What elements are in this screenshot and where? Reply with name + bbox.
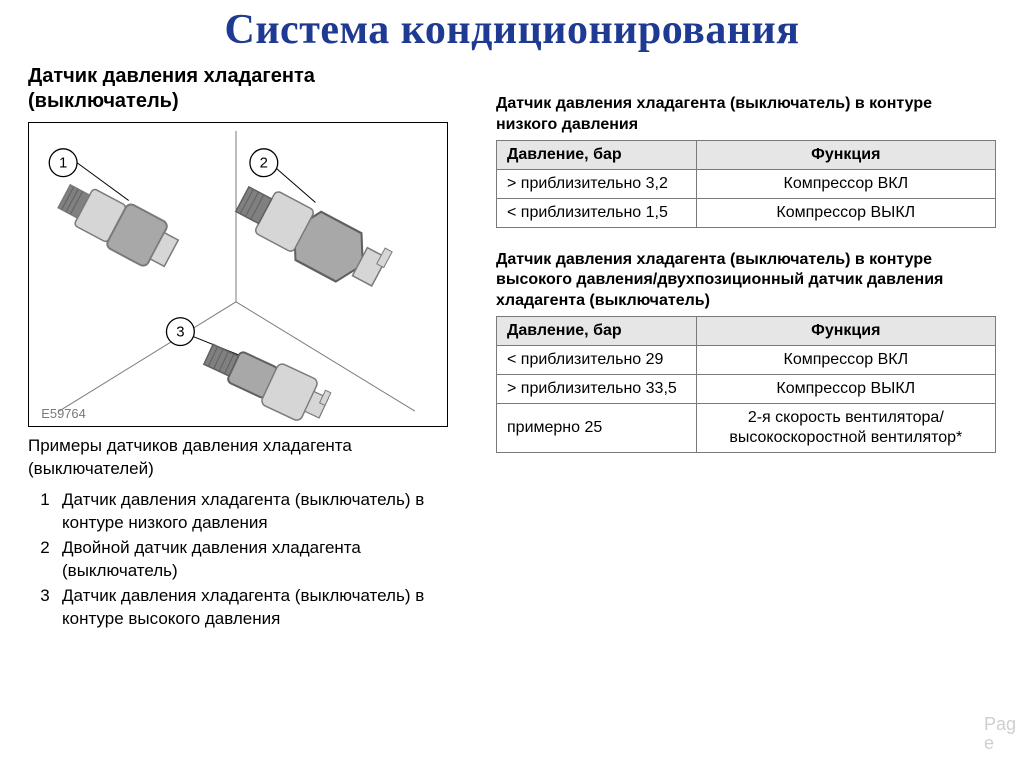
table-header: Функция [696,140,995,169]
table-cell: Компрессор ВЫКЛ [696,374,995,403]
sensor-diagram-svg: 1 2 3 [29,123,447,426]
table-row: < приблизительно 29 Компрессор ВКЛ [497,345,996,374]
diagram-label-3: 3 [166,318,240,356]
svg-text:3: 3 [176,325,184,341]
legend-num: 1 [28,489,62,535]
high-pressure-table: Давление, бар Функция < приблизительно 2… [496,316,996,453]
table-row: > приблизительно 33,5 Компрессор ВЫКЛ [497,374,996,403]
left-column: Датчик давления хладагента (выключатель)… [28,64,468,633]
table-cell: > приблизительно 33,5 [497,374,697,403]
right-column: Датчик давления хладагента (выключатель)… [496,64,996,633]
svg-text:1: 1 [59,156,67,172]
table-row: > приблизительно 3,2 Компрессор ВКЛ [497,169,996,198]
legend-num: 2 [28,537,62,583]
table1-title: Датчик давления хладагента (выключатель)… [496,94,996,136]
table-cell: Компрессор ВКЛ [696,345,995,374]
low-pressure-table: Давление, бар Функция > приблизительно 3… [496,140,996,228]
legend-text: Датчик давления хладагента (выключатель)… [62,585,468,631]
table-cell: > приблизительно 3,2 [497,169,697,198]
sensor-2-icon [229,176,393,298]
table-cell: < приблизительно 29 [497,345,697,374]
table-header: Функция [696,316,995,345]
page-label-line: Pag [984,714,1016,734]
page-title: Система кондиционирования [0,0,1024,54]
legend-row: 1 Датчик давления хладагента (выключател… [28,489,468,535]
table-cell: 2-я скорость вентилятора/ высокоскоростн… [696,403,995,452]
legend-list: 1 Датчик давления хладагента (выключател… [28,489,468,631]
legend-text: Датчик давления хладагента (выключатель)… [62,489,468,535]
legend-text: Двойной датчик давления хладагента (выкл… [62,537,468,583]
diagram-label-1: 1 [49,149,128,201]
table-cell: примерно 25 [497,403,697,452]
page-label-line: e [984,733,994,753]
table-cell: < приблизительно 1,5 [497,198,697,227]
table-header: Давление, бар [497,140,697,169]
table2-title: Датчик давления хладагента (выключатель)… [496,250,996,312]
table-row: примерно 25 2-я скорость вентилятора/ вы… [497,403,996,452]
legend-row: 2 Двойной датчик давления хладагента (вы… [28,537,468,583]
sensor-3-icon [199,334,334,426]
sensor-1-icon [53,174,183,275]
svg-text:2: 2 [260,156,268,172]
legend-row: 3 Датчик давления хладагента (выключател… [28,585,468,631]
legend-num: 3 [28,585,62,631]
diagram-ref: E59764 [41,406,86,421]
diagram-caption: Примеры датчиков давления хладагента (вы… [28,435,468,481]
sensor-diagram: 1 2 3 [28,122,448,427]
table-cell: Компрессор ВКЛ [696,169,995,198]
left-heading: Датчик давления хладагента (выключатель) [28,64,468,114]
main-content: Датчик давления хладагента (выключатель)… [0,54,1024,633]
table-row: < приблизительно 1,5 Компрессор ВЫКЛ [497,198,996,227]
page-number-label: Pag e [984,715,1014,753]
table-cell: Компрессор ВЫКЛ [696,198,995,227]
table-header: Давление, бар [497,316,697,345]
